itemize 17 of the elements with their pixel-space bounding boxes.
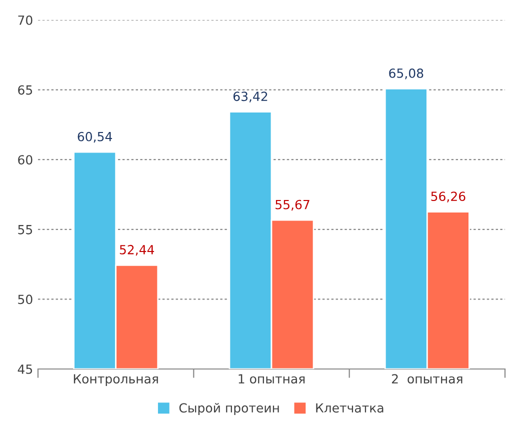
x-tick-label: Контрольная: [74, 374, 158, 386]
y-tick-label: 65: [18, 85, 32, 95]
y-tick-label: 50: [18, 294, 32, 304]
legend-label: Сырой протеин: [179, 402, 279, 416]
data-label: 56,26: [431, 192, 466, 202]
data-label: 63,42: [233, 92, 268, 102]
y-tick-label: 55: [18, 225, 32, 234]
data-label: 60,54: [78, 132, 112, 143]
x-tick-label: 2 опытная: [392, 374, 462, 384]
y-tick-label: 70: [18, 15, 32, 25]
y-tick-label: 60: [18, 155, 32, 165]
data-label: 65,08: [389, 68, 424, 80]
legend-label: Клетчатка: [316, 403, 384, 413]
data-label: 52,44: [120, 244, 154, 256]
x-tick-label: 1 опытная: [238, 374, 305, 384]
y-tick-label: 45: [18, 364, 32, 374]
data-label: 55,67: [276, 200, 310, 211]
